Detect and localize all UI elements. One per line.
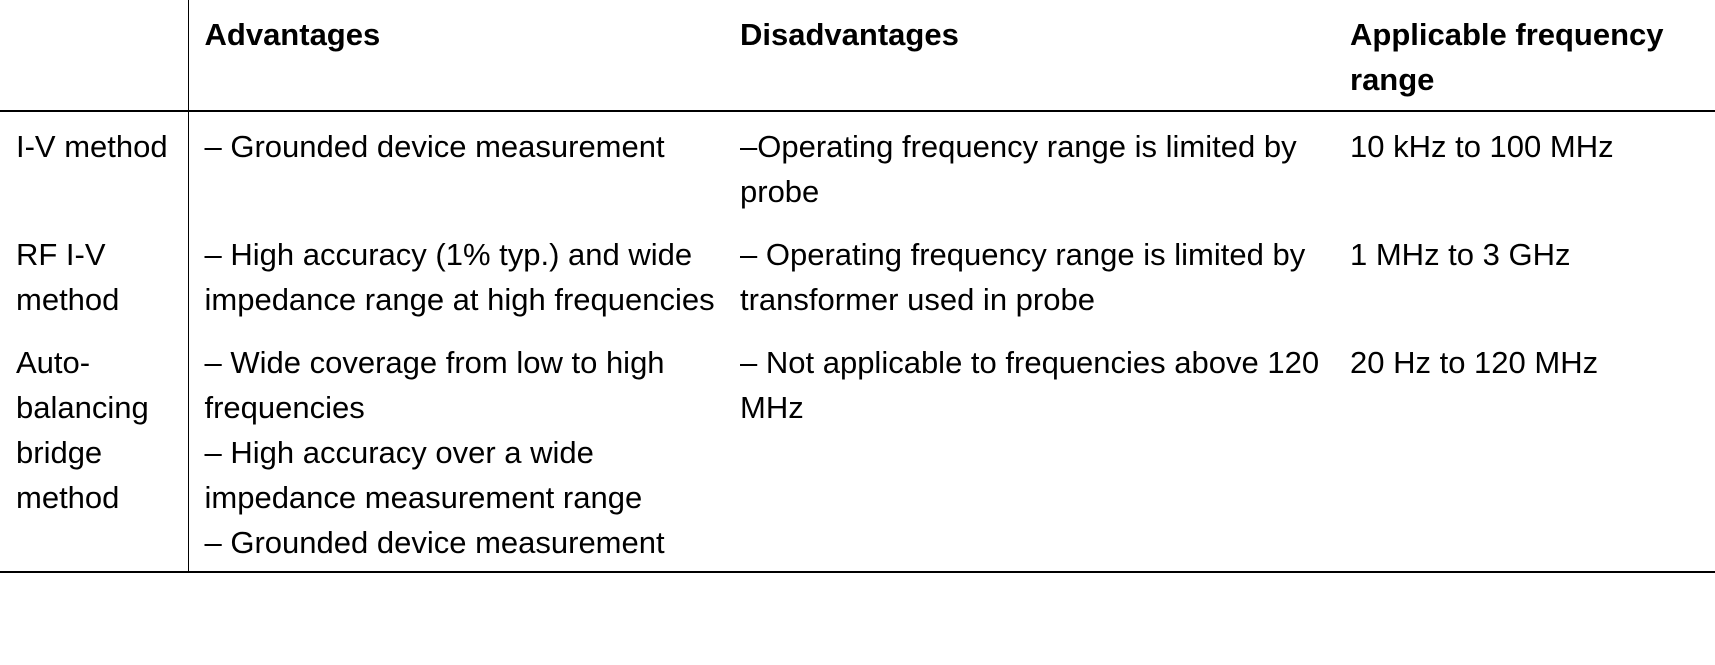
table-row: I-V method – Grounded device measurement…: [0, 111, 1715, 220]
method-cell: RF I-V method: [0, 220, 189, 328]
frequency-cell: 20 Hz to 120 MHz: [1338, 328, 1715, 573]
header-method: [0, 0, 189, 112]
disadvantage-item: – Not applicable to frequencies above 12…: [740, 345, 1320, 425]
header-advantages: Advantages: [188, 0, 728, 112]
comparison-table: Advantages Disadvantages Applicable freq…: [0, 0, 1715, 573]
frequency-cell: 10 kHz to 100 MHz: [1350, 129, 1614, 164]
advantage-item: – Grounded device measurement: [204, 129, 665, 164]
advantage-item: – Grounded device measurement: [204, 525, 665, 560]
table-row: Auto-balancing bridge method – Wide cove…: [0, 328, 1715, 573]
advantage-item: – High accuracy over a wide impedance me…: [204, 435, 643, 515]
advantage-item: – Wide coverage from low to high frequen…: [204, 345, 665, 425]
advantages-cell: – Wide coverage from low to high frequen…: [188, 328, 728, 573]
table-header-row: Advantages Disadvantages Applicable freq…: [0, 0, 1715, 112]
header-frequency-range: Applicable frequency range: [1338, 0, 1715, 112]
disadvantages-cell: – Operating frequency range is limited b…: [728, 220, 1338, 328]
frequency-cell: 1 MHz to 3 GHz: [1350, 237, 1571, 272]
method-cell: Auto-balancing bridge method: [0, 328, 189, 573]
advantages-cell: – Grounded device measurement: [188, 111, 728, 220]
header-disadvantages: Disadvantages: [728, 0, 1338, 112]
method-cell: I-V method: [0, 111, 189, 220]
disadvantage-item: – Operating frequency range is limited b…: [740, 237, 1306, 317]
disadvantages-cell: –Operating frequency range is limited by…: [728, 111, 1338, 220]
advantage-item: – High accuracy (1% typ.) and wide imped…: [204, 237, 715, 317]
disadvantage-item: –Operating frequency range is limited by…: [740, 129, 1297, 209]
table-row: RF I-V method – High accuracy (1% typ.) …: [0, 220, 1715, 328]
advantages-cell: – High accuracy (1% typ.) and wide imped…: [188, 220, 728, 328]
disadvantages-cell: – Not applicable to frequencies above 12…: [728, 328, 1338, 573]
